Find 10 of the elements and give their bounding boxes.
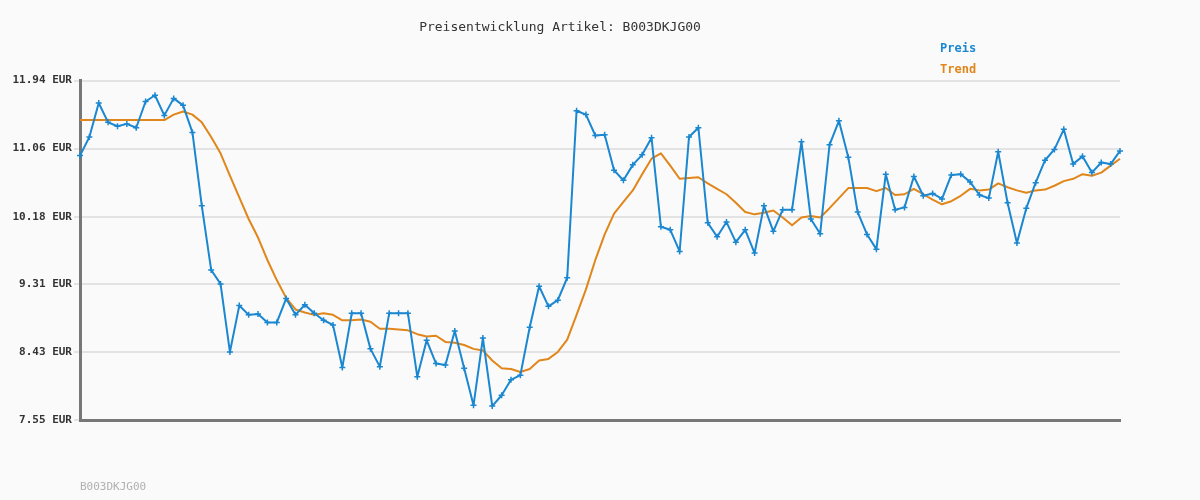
text: Preis [940,40,977,57]
chart-title: Preisentwicklung Artikel: B003DKJG00 [419,19,701,35]
y-tick-label: 10.18 EUR [12,209,73,223]
y-tick-label: 11.06 EUR [12,141,73,155]
text: B003DKJG00 [80,480,147,493]
y-tick-label: 9.31 EUR [19,276,73,290]
y-tick-label: 7.55 EUR [19,412,73,426]
text: Trend [940,61,977,78]
y-tick-label: 8.43 EUR [19,344,73,358]
y-tick-label: 11.94 EUR [12,73,73,87]
